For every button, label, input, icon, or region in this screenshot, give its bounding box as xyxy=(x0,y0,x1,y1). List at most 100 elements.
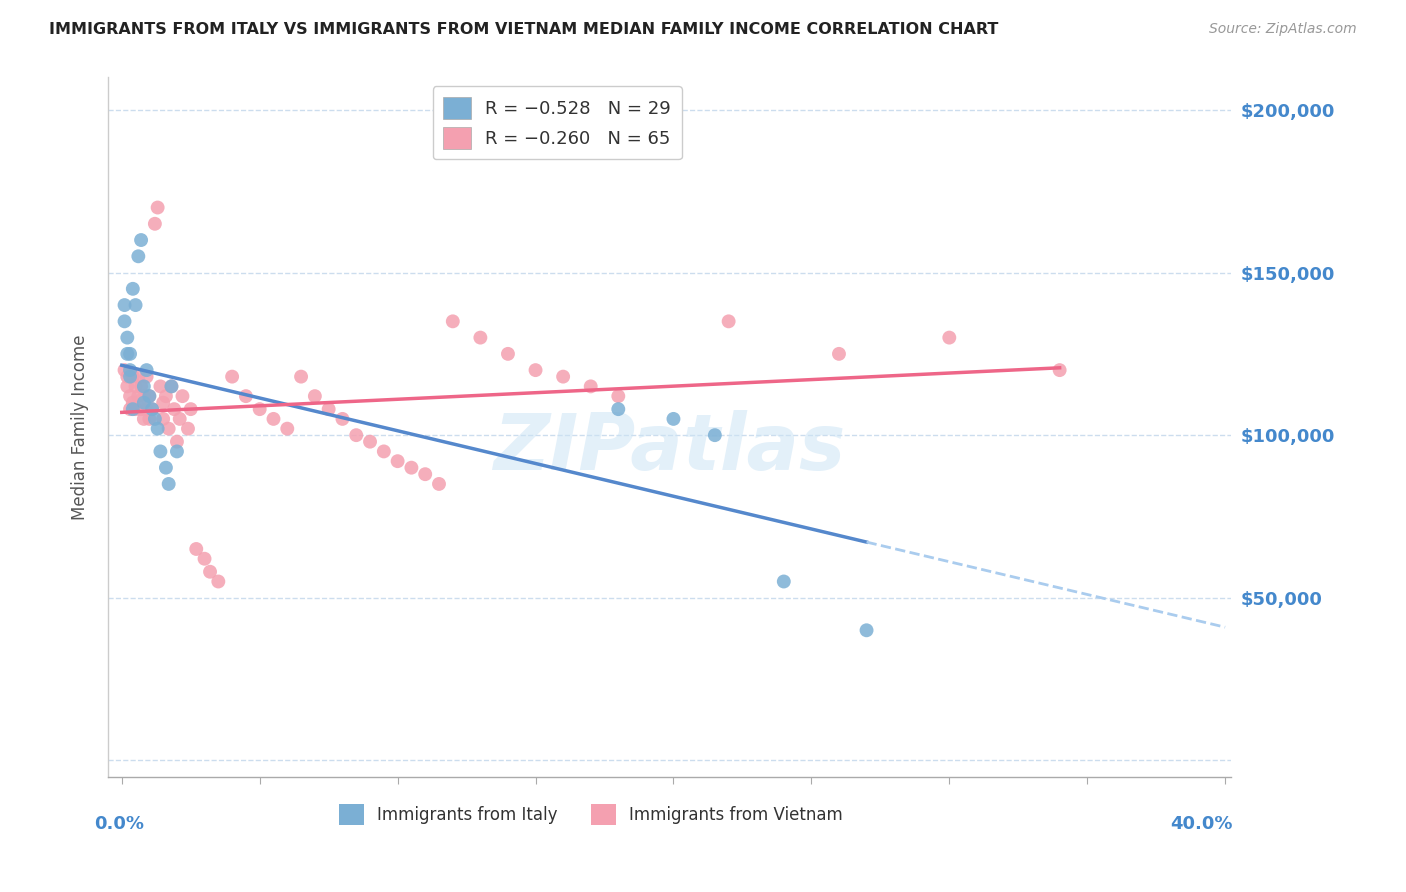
Point xyxy=(373,444,395,458)
Point xyxy=(172,389,194,403)
Legend: Immigrants from Italy, Immigrants from Vietnam: Immigrants from Italy, Immigrants from V… xyxy=(332,797,849,831)
Point xyxy=(235,389,257,403)
Point xyxy=(163,402,186,417)
Point xyxy=(157,477,180,491)
Point xyxy=(607,402,630,417)
Point xyxy=(157,422,180,436)
Point xyxy=(938,330,960,344)
Point xyxy=(772,574,794,589)
Point xyxy=(117,369,139,384)
Text: 0.0%: 0.0% xyxy=(94,815,145,833)
Point xyxy=(120,402,142,417)
Point xyxy=(387,454,409,468)
Point xyxy=(427,477,450,491)
Point xyxy=(146,422,169,436)
Point xyxy=(401,460,423,475)
Y-axis label: Median Family Income: Median Family Income xyxy=(72,334,89,520)
Point xyxy=(129,379,152,393)
Point xyxy=(318,402,340,417)
Point xyxy=(160,379,183,393)
Point xyxy=(332,412,354,426)
Point xyxy=(180,402,202,417)
Point xyxy=(207,574,229,589)
Point xyxy=(135,363,157,377)
Point xyxy=(221,369,243,384)
Point xyxy=(129,233,152,247)
Point xyxy=(121,282,143,296)
Point xyxy=(129,402,152,417)
Point xyxy=(1049,363,1071,377)
Text: ZIPatlas: ZIPatlas xyxy=(494,410,845,486)
Point xyxy=(717,314,740,328)
Point xyxy=(496,347,519,361)
Point xyxy=(193,551,215,566)
Point xyxy=(276,422,298,436)
Point xyxy=(114,298,136,312)
Point xyxy=(152,395,174,409)
Point xyxy=(121,369,143,384)
Point xyxy=(249,402,271,417)
Point xyxy=(138,389,160,403)
Point xyxy=(344,428,367,442)
Point xyxy=(114,363,136,377)
Point xyxy=(169,412,191,426)
Point xyxy=(524,363,547,377)
Point xyxy=(127,249,149,263)
Point xyxy=(127,369,149,384)
Point xyxy=(120,363,142,377)
Text: 40.0%: 40.0% xyxy=(1170,815,1233,833)
Point xyxy=(135,402,157,417)
Point xyxy=(132,379,155,393)
Point xyxy=(263,412,285,426)
Point xyxy=(120,389,142,403)
Point xyxy=(143,412,166,426)
Point xyxy=(553,369,575,384)
Point xyxy=(117,330,139,344)
Point xyxy=(155,460,177,475)
Point xyxy=(120,369,142,384)
Point xyxy=(703,428,725,442)
Point xyxy=(132,389,155,403)
Point xyxy=(155,389,177,403)
Point xyxy=(304,389,326,403)
Point xyxy=(117,347,139,361)
Point xyxy=(138,412,160,426)
Point xyxy=(152,412,174,426)
Point xyxy=(138,389,160,403)
Point xyxy=(132,412,155,426)
Point xyxy=(132,395,155,409)
Point xyxy=(166,434,188,449)
Point xyxy=(441,314,464,328)
Point xyxy=(141,402,163,417)
Point xyxy=(124,379,146,393)
Point xyxy=(117,379,139,393)
Point xyxy=(186,541,208,556)
Point xyxy=(290,369,312,384)
Point xyxy=(135,369,157,384)
Point xyxy=(124,298,146,312)
Point xyxy=(124,402,146,417)
Point xyxy=(114,314,136,328)
Point xyxy=(177,422,200,436)
Point xyxy=(160,379,183,393)
Point xyxy=(166,444,188,458)
Point xyxy=(198,565,221,579)
Point xyxy=(470,330,492,344)
Point xyxy=(359,434,381,449)
Point xyxy=(828,347,851,361)
Point xyxy=(121,402,143,417)
Point xyxy=(120,347,142,361)
Point xyxy=(141,402,163,417)
Point xyxy=(146,201,169,215)
Point xyxy=(121,395,143,409)
Point xyxy=(149,379,172,393)
Point xyxy=(143,217,166,231)
Point xyxy=(413,467,436,482)
Point xyxy=(855,624,877,638)
Text: IMMIGRANTS FROM ITALY VS IMMIGRANTS FROM VIETNAM MEDIAN FAMILY INCOME CORRELATIO: IMMIGRANTS FROM ITALY VS IMMIGRANTS FROM… xyxy=(49,22,998,37)
Point xyxy=(579,379,602,393)
Point xyxy=(127,389,149,403)
Point xyxy=(662,412,685,426)
Point xyxy=(607,389,630,403)
Text: Source: ZipAtlas.com: Source: ZipAtlas.com xyxy=(1209,22,1357,37)
